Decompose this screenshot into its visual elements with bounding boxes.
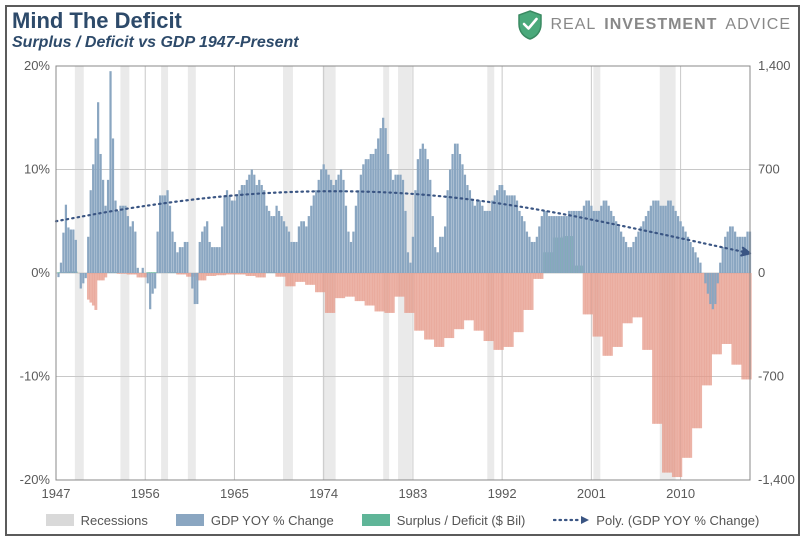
svg-text:-700: -700	[758, 369, 784, 384]
chart-legend: Recessions GDP YOY % Change Surplus / De…	[40, 509, 765, 531]
legend-swatch-gdp	[176, 514, 204, 526]
legend-swatch-deficit	[362, 514, 390, 526]
svg-text:1965: 1965	[220, 486, 249, 501]
svg-text:1,400: 1,400	[758, 58, 791, 73]
legend-label: GDP YOY % Change	[211, 513, 334, 528]
svg-text:700: 700	[758, 162, 780, 177]
legend-item-recessions: Recessions	[46, 513, 148, 528]
legend-item-deficit: Surplus / Deficit ($ Bil)	[362, 513, 526, 528]
legend-label: Poly. (GDP YOY % Change)	[596, 513, 759, 528]
legend-item-poly: Poly. (GDP YOY % Change)	[553, 513, 759, 528]
svg-text:2010: 2010	[666, 486, 695, 501]
svg-text:20%: 20%	[24, 58, 50, 73]
svg-text:1947: 1947	[42, 486, 71, 501]
svg-text:-10%: -10%	[20, 369, 51, 384]
legend-label: Surplus / Deficit ($ Bil)	[397, 513, 526, 528]
svg-text:1992: 1992	[488, 486, 517, 501]
svg-text:0%: 0%	[31, 265, 50, 280]
legend-swatch-recessions	[46, 514, 74, 526]
svg-text:1983: 1983	[398, 486, 427, 501]
svg-text:0: 0	[758, 265, 765, 280]
svg-text:2001: 2001	[577, 486, 606, 501]
legend-item-gdp: GDP YOY % Change	[176, 513, 334, 528]
svg-text:-1,400: -1,400	[758, 472, 795, 487]
svg-text:10%: 10%	[24, 162, 50, 177]
svg-text:1956: 1956	[131, 486, 160, 501]
legend-swatch-poly	[553, 513, 589, 527]
svg-text:1974: 1974	[309, 486, 338, 501]
chart-frame: Mind The Deficit Surplus / Deficit vs GD…	[0, 0, 805, 541]
legend-label: Recessions	[81, 513, 148, 528]
svg-text:-20%: -20%	[20, 472, 51, 487]
chart-plot: -20% -10% 0% 10% 20% -1,400 -700 0 700 1,400 1947 1…	[0, 0, 805, 541]
